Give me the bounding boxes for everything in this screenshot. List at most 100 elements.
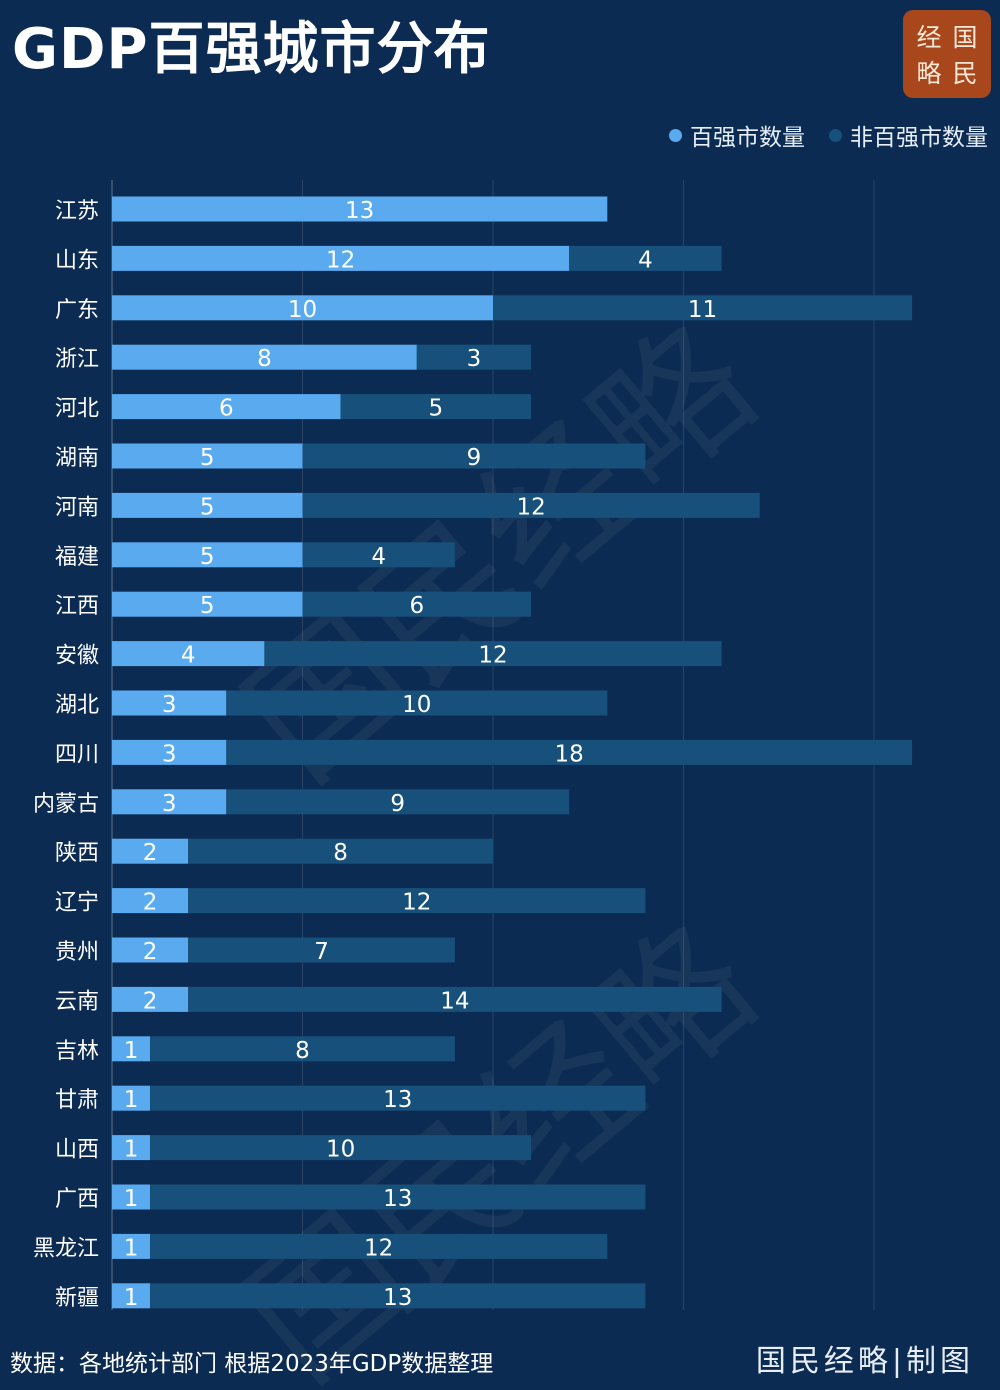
category-label: 吉林 (55, 1039, 99, 1064)
bar-non-top100 (150, 1283, 646, 1309)
legend-item-top100[interactable]: 百强市数量 (669, 118, 805, 152)
data-label-top100: 1 (124, 1186, 139, 1212)
bar-non-top100 (150, 1036, 455, 1062)
legend-dot-icon (669, 128, 682, 142)
data-label-top100: 2 (143, 988, 158, 1014)
data-label-non-top100: 4 (638, 247, 653, 273)
bar-non-top100 (150, 1233, 608, 1259)
data-source-note: 数据：各地统计部门 根据2023年GDP数据整理 (10, 1351, 494, 1377)
data-label-non-top100: 11 (688, 297, 717, 323)
bar-non-top100 (569, 245, 722, 271)
bar-non-top100 (302, 542, 455, 568)
bar-top100 (112, 739, 227, 765)
logo-char: 民 (952, 59, 978, 88)
bar-top100 (112, 591, 303, 617)
category-label: 新疆 (55, 1286, 99, 1311)
bar-non-top100 (150, 1184, 646, 1210)
data-label-non-top100: 4 (371, 544, 386, 570)
page-title: GDP百强城市分布 (12, 17, 491, 82)
category-label: 湖北 (55, 693, 99, 718)
data-label-top100: 3 (162, 791, 177, 817)
data-label-top100: 4 (181, 643, 196, 669)
bar-non-top100 (302, 591, 532, 617)
data-label-top100: 5 (200, 445, 215, 471)
data-label-non-top100: 12 (516, 494, 545, 520)
data-label-non-top100: 5 (429, 396, 444, 422)
chart-credit: 国民经略|制图 (755, 1344, 974, 1379)
bar-top100 (112, 196, 608, 222)
logo-char: 经 (916, 23, 942, 52)
data-label-top100: 2 (143, 939, 158, 965)
legend-item-non-top100[interactable]: 非百强市数量 (829, 118, 988, 152)
bar-non-top100 (188, 986, 722, 1012)
category-label: 江西 (55, 594, 99, 619)
data-label-top100: 3 (162, 741, 177, 767)
data-label-top100: 2 (143, 890, 158, 916)
data-label-top100: 5 (200, 494, 215, 520)
category-label: 安徽 (55, 644, 99, 669)
legend-label: 非百强市数量 (850, 125, 988, 151)
data-label-non-top100: 12 (478, 643, 507, 669)
data-label-non-top100: 9 (390, 791, 405, 817)
category-label: 贵州 (55, 940, 99, 965)
category-label: 四川 (55, 742, 99, 767)
bar-non-top100 (416, 344, 532, 370)
category-label: 黑龙江 (33, 1236, 99, 1261)
bar-top100 (112, 1036, 151, 1062)
category-label: 甘肃 (55, 1088, 99, 1113)
category-label: 江苏 (55, 199, 99, 224)
bar-non-top100 (150, 1085, 646, 1111)
bar-top100 (112, 344, 417, 370)
data-label-non-top100: 10 (326, 1137, 355, 1163)
data-label-non-top100: 7 (314, 939, 329, 965)
bar-non-top100 (340, 394, 532, 420)
data-label-top100: 1 (124, 1235, 139, 1261)
bar-non-top100 (226, 739, 913, 765)
bar-non-top100 (188, 937, 455, 963)
data-label-top100: 10 (288, 297, 317, 323)
bar-non-top100 (188, 888, 646, 914)
category-label: 陕西 (55, 841, 99, 866)
bar-non-top100 (226, 690, 608, 716)
category-label: 河南 (55, 495, 99, 520)
bar-non-top100 (302, 443, 646, 469)
data-label-top100: 1 (124, 1137, 139, 1163)
category-label: 福建 (55, 545, 99, 570)
bar-non-top100 (264, 641, 722, 667)
category-label: 云南 (55, 989, 99, 1014)
logo-char: 略 (916, 59, 942, 88)
data-label-non-top100: 14 (440, 988, 469, 1014)
data-label-top100: 5 (200, 593, 215, 619)
chart-legend: 百强市数量 非百强市数量 (669, 118, 988, 152)
data-label-non-top100: 13 (383, 1186, 412, 1212)
data-label-non-top100: 18 (555, 741, 584, 767)
data-label-non-top100: 8 (333, 840, 348, 866)
bar-top100 (112, 838, 189, 864)
data-label-non-top100: 12 (364, 1235, 393, 1261)
bar-non-top100 (302, 492, 760, 518)
data-label-top100: 1 (124, 1038, 139, 1064)
category-label: 广东 (55, 298, 99, 323)
data-label-non-top100: 12 (402, 890, 431, 916)
bar-top100 (112, 295, 493, 321)
category-label: 山东 (55, 248, 99, 273)
category-label: 湖南 (55, 446, 99, 471)
data-label-non-top100: 13 (383, 1285, 412, 1311)
category-label: 辽宁 (55, 891, 99, 916)
category-label: 内蒙古 (33, 792, 99, 817)
data-label-non-top100: 10 (402, 692, 431, 718)
bar-top100 (112, 1184, 151, 1210)
bar-top100 (112, 542, 303, 568)
bar-top100 (112, 245, 570, 271)
data-label-non-top100: 8 (295, 1038, 310, 1064)
data-label-top100: 3 (162, 692, 177, 718)
bar-top100 (112, 1085, 151, 1111)
category-label: 山西 (55, 1138, 99, 1163)
data-label-top100: 13 (345, 198, 374, 224)
bar-top100 (112, 492, 303, 518)
data-label-top100: 5 (200, 544, 215, 570)
category-label: 河北 (55, 397, 99, 422)
data-label-top100: 6 (219, 396, 234, 422)
bar-top100 (112, 986, 189, 1012)
